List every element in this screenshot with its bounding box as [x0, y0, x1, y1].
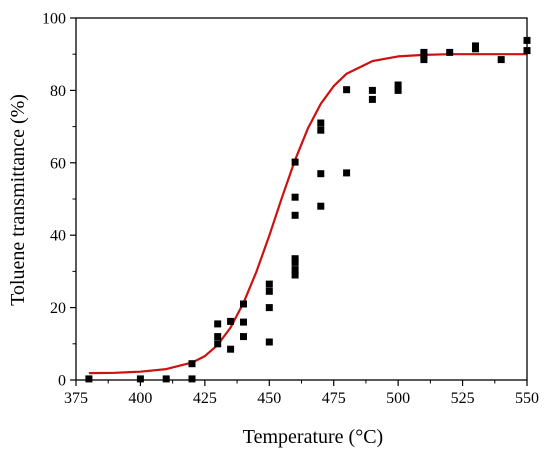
data-point	[343, 86, 351, 94]
x-tick-label: 550	[515, 390, 539, 407]
data-point	[214, 340, 222, 348]
y-tick-label: 80	[50, 83, 66, 100]
data-point	[291, 255, 299, 263]
y-tick-label: 20	[50, 300, 66, 317]
y-tick-label: 40	[50, 228, 66, 245]
data-point	[317, 126, 325, 134]
x-tick-label: 375	[64, 390, 88, 407]
data-point	[368, 95, 376, 103]
data-point	[85, 375, 93, 383]
data-point	[188, 375, 196, 383]
data-point	[265, 280, 273, 288]
data-point	[240, 318, 247, 326]
data-point	[240, 333, 247, 341]
data-point	[420, 56, 428, 64]
y-tick-label: 100	[42, 11, 66, 28]
data-point	[162, 375, 170, 383]
x-tick-label: 450	[257, 390, 281, 407]
data-point	[136, 375, 144, 383]
data-point	[497, 56, 505, 64]
x-axis-title: Temperature (°C)	[243, 426, 383, 448]
x-tick-label: 525	[451, 390, 475, 407]
data-point	[227, 317, 235, 325]
data-point	[265, 338, 273, 346]
data-point	[420, 52, 428, 60]
y-tick-label: 60	[50, 155, 66, 172]
data-point	[472, 42, 479, 50]
x-tick-label: 475	[322, 390, 346, 407]
data-point	[291, 258, 299, 266]
data-point	[368, 86, 376, 94]
x-tick-label: 500	[386, 390, 410, 407]
axes: 375 400 425 450 475 500 525 550 0 20 40 60 80 100	[42, 11, 539, 408]
plot-frame	[75, 17, 528, 381]
data-point	[343, 169, 351, 177]
x-tick-label: 425	[193, 390, 217, 407]
data-point	[240, 300, 247, 308]
data-point	[214, 320, 222, 328]
fit-curve	[88, 53, 527, 375]
data-point	[188, 360, 196, 368]
data-point	[394, 81, 402, 89]
data-point	[446, 48, 454, 56]
data-point	[214, 333, 222, 341]
data-point	[291, 193, 299, 201]
data-point	[317, 202, 325, 210]
y-axis-title: Toluene transmittance (%)	[7, 94, 29, 306]
data-point	[317, 119, 325, 127]
data-point	[265, 304, 273, 312]
data-point	[291, 158, 299, 166]
data-point	[291, 271, 299, 279]
x-tick-label: 400	[128, 390, 152, 407]
data-point	[227, 345, 235, 353]
data-point	[394, 86, 402, 94]
data-point	[317, 170, 325, 178]
data-point	[291, 266, 299, 274]
plot-area	[85, 36, 531, 383]
data-point	[420, 48, 428, 56]
data-point	[265, 287, 273, 295]
y-tick-label: 0	[58, 373, 66, 390]
data-point	[291, 211, 299, 219]
